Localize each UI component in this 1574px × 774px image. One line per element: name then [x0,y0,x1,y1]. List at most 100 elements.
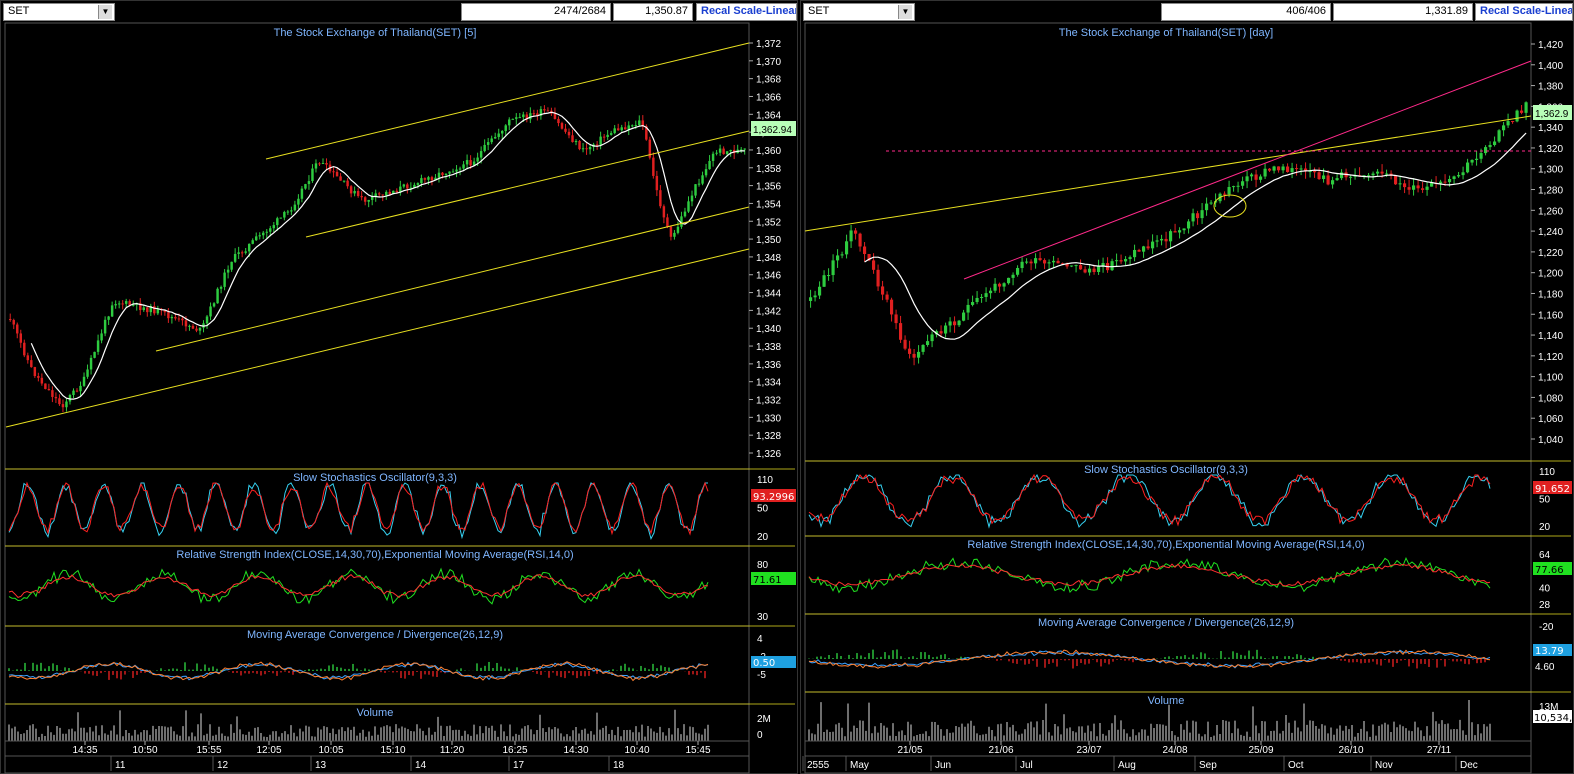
candle-body [1142,246,1146,252]
candle-body [318,163,321,165]
candle-body [532,113,536,115]
candle-body [1016,268,1020,275]
candle-body [427,177,430,180]
candle-body [121,303,124,305]
candle-body [1241,181,1245,186]
candle-body [132,304,135,306]
candle-body [1029,261,1033,264]
candle-body [311,168,314,182]
candle-body [1475,158,1479,160]
stoch-tick-label: 50 [1539,495,1551,506]
candle-body [944,325,948,334]
candle-body [676,226,680,233]
macd-tick-label: -20 [1539,622,1554,633]
stoch-value-label: 93.2996 [753,492,794,503]
trend-line [155,206,750,352]
price-tick-label: 1,200 [1538,269,1563,280]
candle-body [858,233,862,247]
candle-body [831,260,835,276]
left-chart-panel: SET ▼ 2474/2684 1,350.87 Recal Scale-Lin… [0,0,798,774]
price-tick-label: 1,320 [1538,144,1563,155]
candle-body [409,187,413,189]
candle-body [659,190,662,207]
candle-body [948,321,952,326]
chevron-down-icon[interactable]: ▼ [98,5,112,19]
candle-body [926,341,930,345]
price-tick-label: 1,220 [1538,248,1563,259]
right-symbol-select[interactable]: SET ▼ [803,3,915,21]
candle-body [1236,185,1240,187]
candle-body [279,217,283,219]
candle-body [655,175,659,191]
candle-body [1340,172,1344,179]
candle-body [953,321,957,326]
candle-body [613,128,616,134]
candle-body [501,130,504,134]
candle-body [1187,221,1191,229]
stoch-value-marker [751,489,796,502]
candle-body [1205,203,1209,211]
candle-body [479,151,483,158]
macd-line [8,661,709,681]
price-tick-label: 1,354 [756,199,781,210]
candle-body [729,149,732,152]
right-chart-svg[interactable]: The Stock Exchange of Thailand(SET) [day… [801,1,1574,774]
price-tick-label: 1,364 [756,110,781,121]
candle-body [297,198,300,205]
last-price-marker [1533,105,1572,120]
candle-body [627,125,630,130]
candle-body [472,161,476,166]
candle-body [430,177,434,181]
candle-body [244,251,247,253]
candle-body [1164,238,1168,242]
rsi-ema-line [808,562,1491,587]
candle-body [314,163,318,169]
candle-body [19,333,23,343]
candle-body [1056,260,1060,264]
annotation-ellipse [1213,194,1247,218]
day-label: Aug [1118,760,1136,771]
candle-body [971,302,975,305]
time-tick-label: 15:45 [685,745,710,756]
left-chart-svg[interactable]: The Stock Exchange of Thailand(SET) [5] 1… [1,1,799,774]
volume-value-label: 10,534, [1534,713,1572,724]
candle-body [304,184,307,189]
candle-body [809,297,813,301]
candle-body [957,320,961,326]
candle-body [669,226,673,237]
time-tick-label: 15:10 [380,745,405,756]
price-tick-label: 1,300 [1538,165,1563,176]
macd-value-label-2: 4.60 [1535,662,1555,673]
day-label: 14 [415,760,427,771]
candle-body [1065,263,1069,267]
candle-body [606,134,609,138]
price-tick-label: 1,352 [756,217,781,228]
candle-body [1376,171,1380,174]
price-tick-label: 1,326 [756,449,781,460]
left-recal-scale-button[interactable]: Recal Scale-Linear [696,3,797,21]
time-tick-label: 14:30 [563,745,588,756]
candle-body [363,197,367,202]
candle-body [1061,263,1065,265]
rsi-line [8,567,709,605]
right-recal-scale-button[interactable]: Recal Scale-Linear [1475,3,1573,21]
price-tick-label: 1,348 [756,253,781,264]
candle-body [638,120,641,126]
time-tick-label: 21/06 [988,745,1013,756]
candle-body [1466,162,1470,173]
candle-body [219,286,223,289]
stoch-tick-label: 50 [757,504,769,515]
candle-body [845,241,849,255]
candle-body [1043,260,1047,264]
candle-body [872,260,876,270]
candle-body [539,109,543,116]
candle-body [515,117,518,119]
candle-body [1295,168,1299,170]
candle-body [455,169,458,172]
chevron-down-icon[interactable]: ▼ [898,5,912,19]
candle-body [307,181,311,185]
left-symbol-select[interactable]: SET ▼ [3,3,115,21]
candle-body [818,286,822,296]
rsi-tick-label: 80 [757,560,769,571]
candle-body [511,118,515,120]
